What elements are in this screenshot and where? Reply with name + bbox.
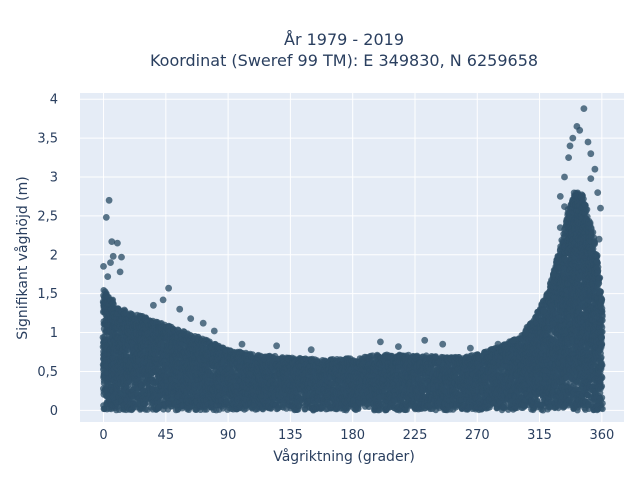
data-points [99, 105, 606, 414]
